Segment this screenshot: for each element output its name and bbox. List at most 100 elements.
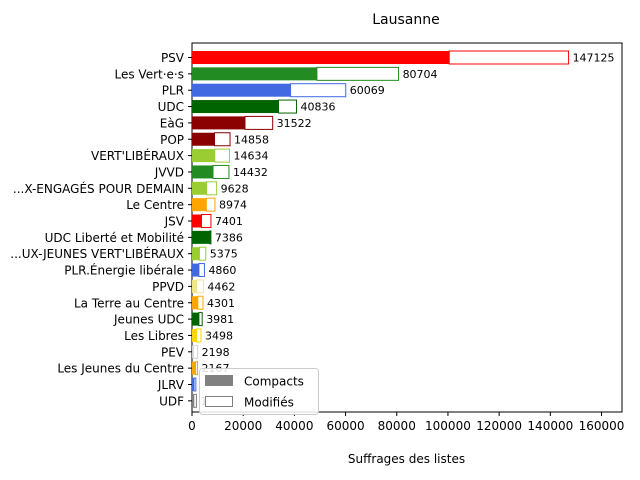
bar-modifies (192, 344, 199, 359)
y-tick-label: UDC Liberté et Mobilité (45, 231, 184, 245)
bar-modifies (448, 50, 570, 65)
bar-value-label: 31522 (277, 117, 312, 130)
bar-value-label: 3498 (205, 329, 233, 342)
bar-value-label: 4301 (207, 297, 235, 310)
bar-modifies (209, 230, 212, 245)
y-tick-label: VERT'LIBÉRAUX (91, 148, 184, 163)
y-tick-label: Jeunes UDC (113, 313, 184, 327)
bar-modifies (244, 115, 274, 130)
x-tick-label: 120000 (476, 419, 522, 433)
bar-value-label: 14634 (233, 150, 268, 163)
y-tick-label: La Terre au Centre (74, 296, 184, 310)
bar-compacts (192, 149, 215, 163)
bar-value-label: 9628 (221, 182, 249, 195)
bar-compacts (192, 67, 317, 81)
y-tick-label: Les Vert·e·s (115, 67, 185, 81)
bar-compacts (192, 198, 207, 212)
bar-compacts (192, 378, 195, 391)
bar-value-label: 14858 (234, 133, 269, 146)
x-tick-label: 20000 (224, 419, 262, 433)
bar-modifies (196, 328, 202, 343)
legend: Compacts Modifiés (199, 368, 319, 415)
y-tick-label: PPVD (152, 280, 184, 294)
y-tick-label: UDF (159, 394, 184, 408)
bar-modifies (195, 361, 199, 376)
bar-value-label: 4462 (207, 280, 235, 293)
bar-value-label: 8974 (219, 199, 247, 212)
x-tick-label: 140000 (527, 419, 573, 433)
bar-compacts (192, 83, 291, 97)
bar-modifies (198, 246, 207, 261)
bar-compacts (192, 361, 196, 375)
y-tick-label: PLR.Énergie libérale (64, 263, 184, 278)
legend-swatch-filled (205, 375, 233, 386)
bars: 147125 80704 60069 40836 31522 14858 14634 1443… (192, 50, 615, 408)
bar-modifies (206, 181, 218, 196)
y-tick-label: UDC (158, 100, 184, 114)
y-tick-label: Le Centre (126, 198, 184, 212)
y-tick-label: ...UX-JEUNES VERT'LIBÉRAUX (10, 246, 184, 261)
legend-label: Modifiés (244, 396, 294, 410)
bar-modifies (198, 263, 205, 278)
bar-value-label: 80704 (403, 68, 438, 81)
bar-compacts (192, 230, 210, 244)
bar-modifies (197, 295, 204, 310)
y-tick-label: Les Libres (124, 329, 184, 343)
bar-modifies (205, 197, 216, 212)
y-tick-label: Les Jeunes du Centre (57, 362, 184, 376)
bar-modifies (278, 99, 298, 114)
bar-compacts (192, 279, 197, 293)
bar-compacts (192, 51, 450, 64)
bar-compacts (192, 100, 279, 114)
bar-compacts (192, 263, 199, 277)
bar-modifies (198, 312, 203, 327)
y-tick-label: EàG (160, 116, 184, 130)
bar-modifies (196, 279, 204, 294)
y-tick-label: PEV (161, 345, 185, 359)
bar-value-label: 7401 (215, 215, 243, 228)
y-tick-label: JLRV (157, 378, 185, 392)
bar-modifies (193, 393, 197, 408)
bar-compacts (192, 328, 197, 342)
bar-value-label: 7386 (215, 231, 243, 244)
bar-compacts (192, 296, 198, 310)
bar-modifies (214, 148, 230, 163)
x-axis: 0 20000 40000 60000 80000 100000 120000 140000 1… (188, 412, 624, 433)
y-tick-label: POP (160, 133, 184, 147)
bar-compacts (192, 345, 194, 359)
chart-title: Lausanne (372, 12, 439, 28)
bar-value-label: 60069 (350, 84, 385, 97)
x-axis-label: Suffrages des listes (348, 452, 465, 466)
bar-value-label: 4860 (208, 264, 236, 277)
bar-modifies (290, 83, 347, 98)
y-tick-label: JSV (164, 215, 185, 229)
x-tick-label: 80000 (378, 419, 416, 433)
x-tick-label: 0 (188, 419, 196, 433)
bar-value-label: 3981 (206, 313, 234, 326)
bar-value-label: 2198 (202, 346, 230, 359)
bar-value-label: 40836 (301, 101, 336, 114)
bar-modifies (200, 214, 212, 228)
bar-compacts (192, 394, 194, 408)
legend-swatch-outline (205, 396, 233, 407)
x-tick-label: 160000 (579, 419, 625, 433)
x-tick-label: 40000 (275, 419, 313, 433)
y-tick-label: PLR (162, 84, 184, 98)
bar-modifies (316, 66, 400, 81)
bar-compacts (192, 312, 199, 326)
bar-compacts (192, 214, 202, 228)
bar-compacts (192, 132, 215, 146)
y-tick-label: PSV (161, 51, 185, 65)
bar-value-label: 147125 (573, 52, 615, 65)
bar-compacts (192, 116, 245, 130)
bar-modifies (212, 164, 230, 179)
plot-frame (191, 42, 623, 413)
bar-compacts (192, 165, 213, 179)
y-tick-label: ...X-ENGAGÉS POUR DEMAIN (13, 181, 184, 196)
x-tick-label: 100000 (425, 419, 471, 433)
legend-label: Compacts (244, 375, 304, 389)
bar-compacts (192, 181, 207, 195)
y-tick-label: JVVD (154, 165, 184, 179)
bar-modifies (193, 377, 197, 392)
bar-modifies (214, 132, 231, 147)
